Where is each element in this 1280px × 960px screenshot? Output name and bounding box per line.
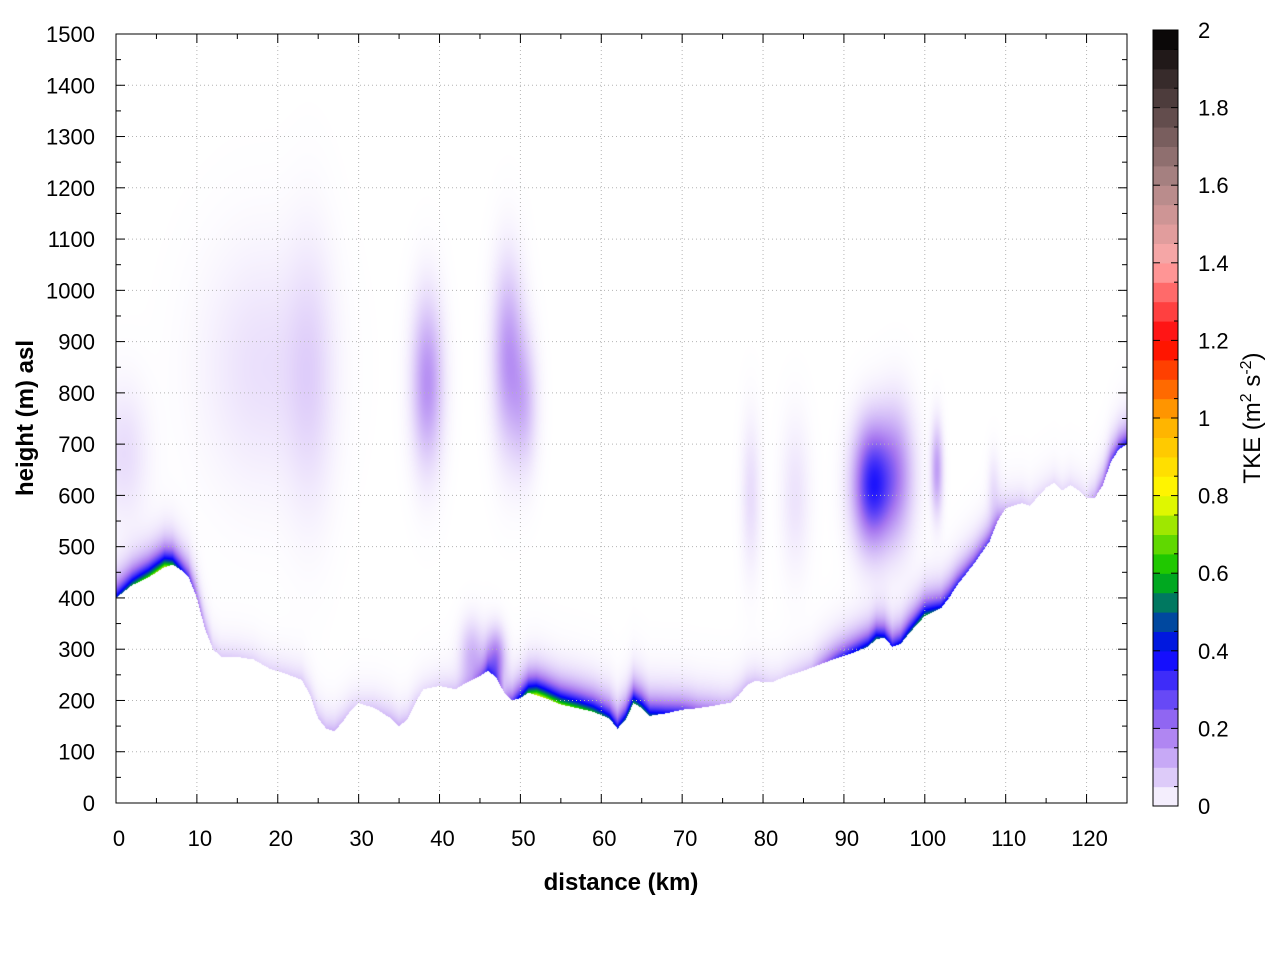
x-tick-label: 40 [430, 826, 454, 851]
colorbar-segment [1153, 592, 1178, 613]
x-tick-label: 60 [592, 826, 616, 851]
colorbar-segment [1153, 379, 1178, 400]
x-tick-label: 20 [269, 826, 293, 851]
x-tick-label: 90 [835, 826, 859, 851]
y-tick-label: 100 [58, 740, 95, 765]
grid [116, 34, 1127, 803]
colorbar-segment [1153, 437, 1178, 458]
y-tick-label: 200 [58, 688, 95, 713]
colorbar-segment [1153, 670, 1178, 691]
colorbar-tick-label: 0.2 [1198, 716, 1229, 741]
colorbar-tick-label: 2 [1198, 18, 1210, 43]
colorbar-segment [1153, 30, 1178, 50]
colorbar-segment [1153, 262, 1178, 283]
y-tick-label: 1200 [46, 176, 95, 201]
colorbar-segment [1153, 553, 1178, 574]
colorbar-tick-label: 0.8 [1198, 484, 1229, 509]
x-tick-label: 50 [511, 826, 535, 851]
y-tick-label: 0 [83, 791, 95, 816]
colorbar-segment [1153, 340, 1178, 361]
colorbar-segment [1153, 418, 1178, 438]
tke-field [116, 34, 1127, 803]
y-tick-label: 400 [58, 586, 95, 611]
colorbar-segment [1153, 495, 1178, 516]
colorbar-segment [1153, 786, 1178, 807]
colorbar-segment [1153, 49, 1178, 70]
y-tick-label: 1500 [46, 22, 95, 47]
colorbar-tick-label: 0.6 [1198, 561, 1229, 586]
colorbar-segment [1153, 224, 1178, 244]
colorbar-tick-label: 1.8 [1198, 96, 1229, 121]
colorbar-segment [1153, 68, 1178, 89]
y-tick-label: 300 [58, 637, 95, 662]
colorbar-title: TKE (m2 s-2) [1238, 352, 1266, 483]
colorbar-segment [1153, 398, 1178, 419]
colorbar-segment [1153, 631, 1178, 652]
y-tick-label: 700 [58, 432, 95, 457]
colorbar-tick-label: 1.2 [1198, 328, 1229, 353]
colorbar-tick-label: 1 [1198, 406, 1210, 431]
axes: 0 10 20 30 40 50 60 70 80 90 100 110 120010020030040… [46, 22, 1128, 851]
x-axis-title: distance (km) [544, 869, 699, 896]
y-tick-label: 1100 [48, 227, 95, 252]
colorbar-segment [1153, 515, 1178, 535]
colorbar-segment [1153, 689, 1178, 710]
colorbar-segment [1153, 534, 1178, 555]
colorbar-segment [1153, 456, 1178, 477]
colorbar-segment [1153, 204, 1178, 225]
colorbar-segment [1153, 321, 1178, 341]
colorbar-segment [1153, 165, 1178, 186]
x-tick-label: 70 [673, 826, 697, 851]
x-tick-label: 10 [188, 826, 212, 851]
x-tick-label: 0 [113, 826, 125, 851]
colorbar-segment [1153, 476, 1178, 497]
colorbar-segment [1153, 359, 1178, 380]
colorbar-segment [1153, 185, 1178, 206]
y-tick-label: 800 [58, 381, 95, 406]
y-tick-label: 1400 [46, 73, 95, 98]
y-tick-label: 1300 [46, 125, 95, 150]
colorbar-tick-label: 0.4 [1198, 639, 1229, 664]
colorbar-segment [1153, 146, 1178, 167]
y-axis-title: height (m) asl [12, 340, 39, 496]
colorbar-tick-label: 1.6 [1198, 173, 1229, 198]
colorbar-segment [1153, 612, 1178, 632]
y-tick-label: 500 [58, 535, 95, 560]
x-tick-label: 110 [991, 826, 1026, 851]
colorbar-tick-label: 1.4 [1198, 251, 1229, 276]
colorbar-segment [1153, 88, 1178, 109]
colorbar-segment [1153, 573, 1178, 594]
colorbar-tick-label: 0 [1198, 794, 1210, 819]
y-tick-label: 900 [58, 330, 95, 355]
y-tick-label: 600 [58, 483, 95, 508]
x-tick-label: 30 [349, 826, 373, 851]
colorbar-segment [1153, 127, 1178, 147]
colorbar-segment [1153, 243, 1178, 264]
colorbar-segment [1153, 282, 1178, 303]
colorbar-segment [1153, 767, 1178, 788]
y-tick-label: 1000 [46, 278, 95, 303]
colorbar-segment [1153, 107, 1178, 128]
plot-area [116, 34, 1127, 803]
colorbar: 0 0.2 0.4 0.6 0.8 1 1.2 1.4 1.6 1.8 2 [1152, 18, 1229, 819]
colorbar-segment [1153, 728, 1178, 749]
colorbar-segment [1153, 709, 1178, 729]
x-tick-label: 120 [1071, 826, 1108, 851]
x-tick-label: 80 [754, 826, 778, 851]
colorbar-segment [1153, 301, 1178, 322]
colorbar-segment [1153, 747, 1178, 768]
x-tick-label: 100 [909, 826, 946, 851]
colorbar-segment [1153, 650, 1178, 671]
